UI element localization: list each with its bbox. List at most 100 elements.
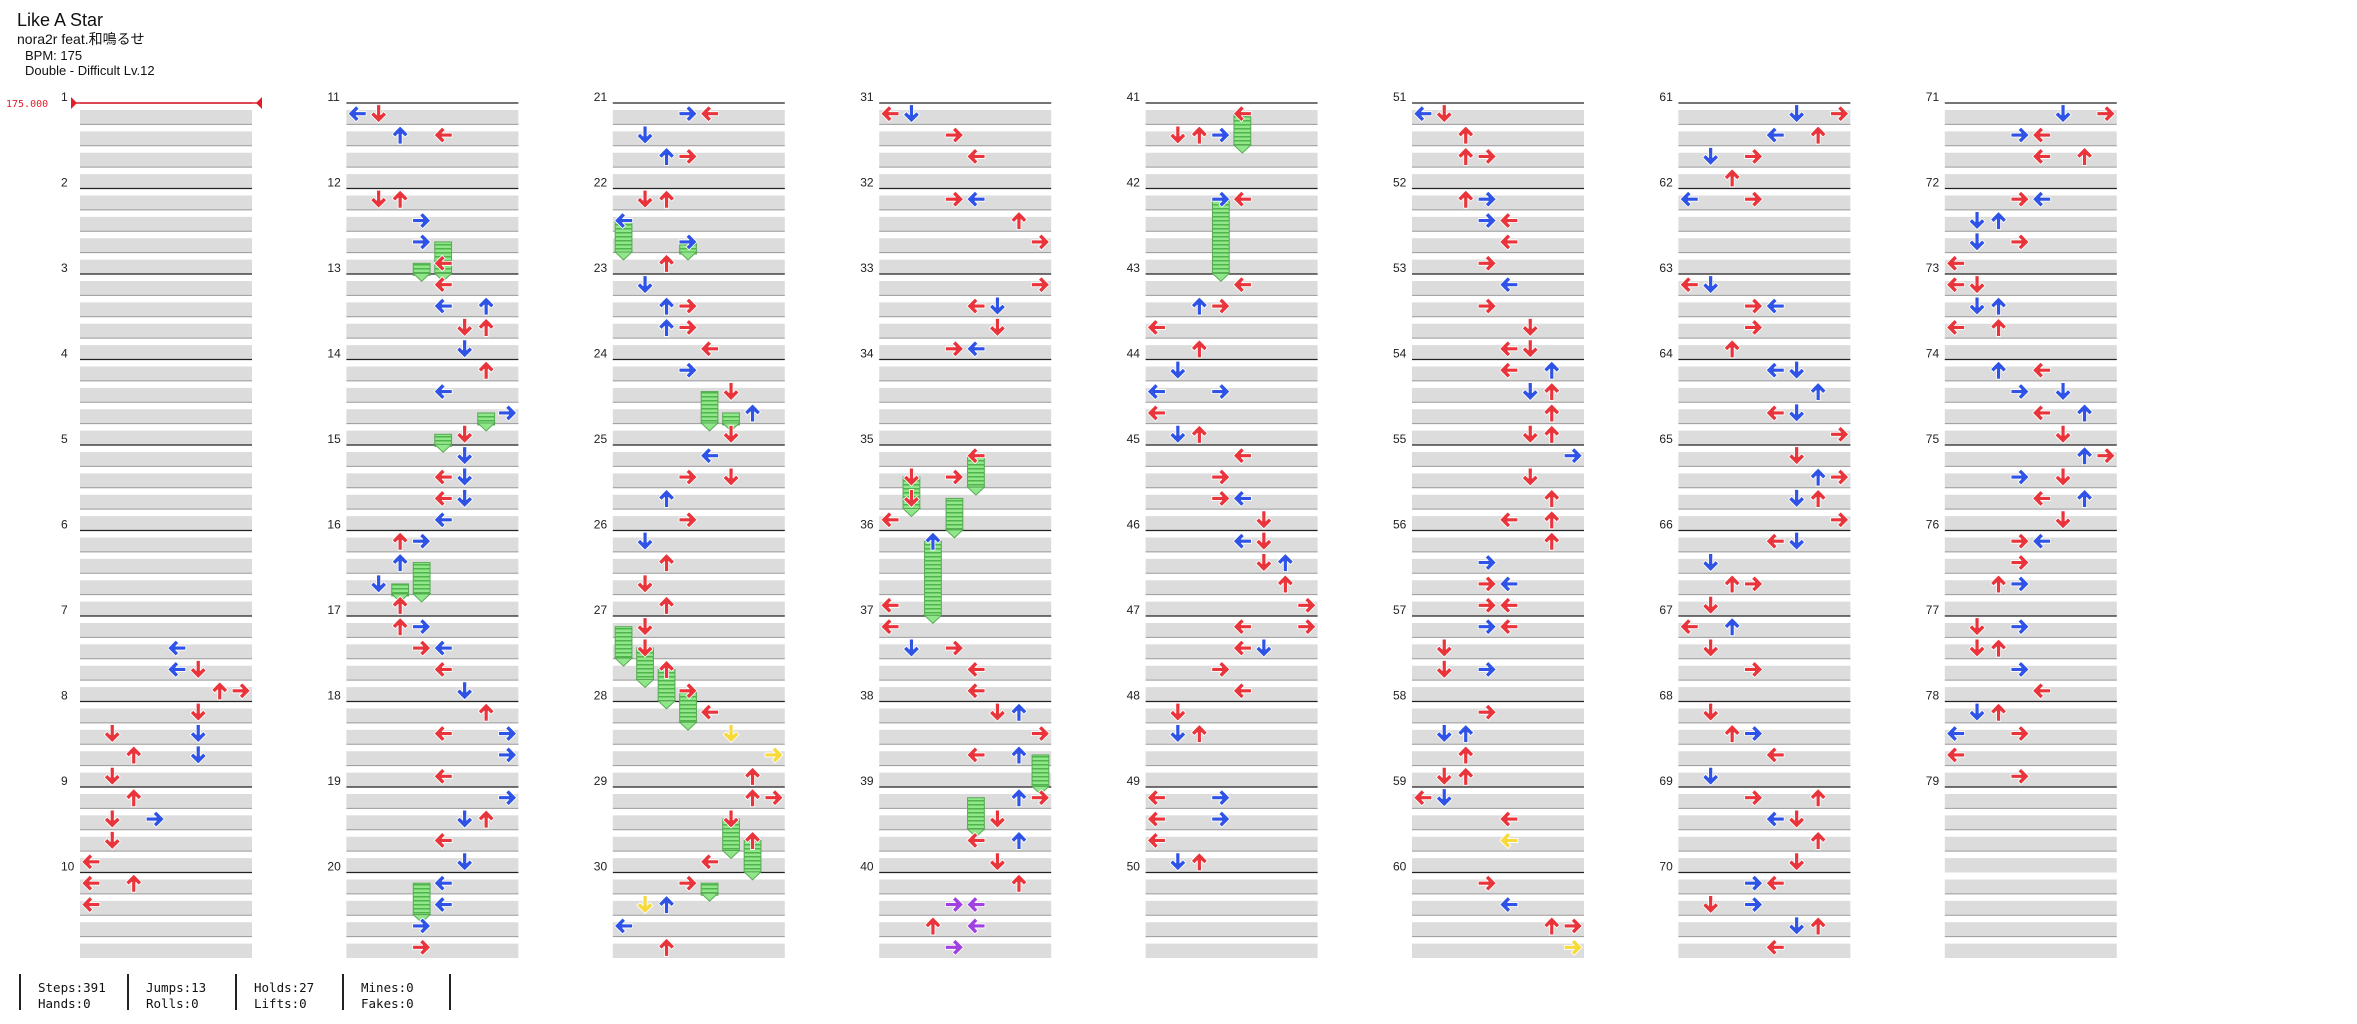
down-arrow-note (1521, 382, 1539, 401)
beat-band (1678, 473, 1851, 488)
beat-band (346, 473, 519, 488)
left-arrow-note (433, 725, 453, 742)
beat-band (1145, 580, 1318, 595)
beat-band (1412, 836, 1584, 852)
left-arrow-note (1499, 575, 1519, 593)
left-arrow-note (1232, 490, 1252, 507)
down-arrow-note (1968, 702, 1986, 722)
down-arrow-note (903, 467, 920, 487)
down-arrow-note (636, 125, 654, 145)
measure-number: 16 (327, 518, 341, 532)
down-arrow-note (456, 852, 474, 872)
beat-band (1678, 516, 1851, 531)
right-arrow-note (2096, 447, 2116, 465)
measure-number: 68 (1659, 689, 1673, 703)
left-arrow-note (880, 105, 900, 123)
beat-band (1412, 665, 1584, 681)
beat-band (1145, 473, 1318, 488)
left-arrow-note (433, 874, 453, 892)
beat-band (612, 174, 785, 189)
measure-number: 67 (1659, 603, 1673, 617)
down-arrow-note (903, 489, 920, 508)
left-arrow-note (433, 126, 453, 144)
beat-band (612, 687, 785, 702)
beat-band (1678, 409, 1851, 424)
beat-band (1678, 195, 1851, 210)
beat-band (1944, 216, 2117, 232)
down-arrow-note (456, 489, 474, 508)
beat-band (879, 601, 1052, 616)
right-arrow-note (945, 126, 964, 144)
step-chart: 1234567891011121314151617181920212223242… (6, 90, 2117, 958)
measure-number: 44 (1127, 347, 1141, 361)
hold-note (1030, 754, 1051, 796)
down-arrow-note (1788, 531, 1806, 551)
left-arrow-note (1765, 404, 1785, 422)
up-arrow-note (391, 595, 409, 615)
beat-band (1412, 387, 1584, 403)
beat-band (879, 473, 1052, 488)
left-arrow-note (2032, 404, 2051, 422)
lifts-count: Lifts:0 (254, 996, 307, 1011)
right-arrow-note (2010, 468, 2030, 486)
left-arrow-note (1232, 532, 1252, 550)
right-arrow-note (1031, 233, 1050, 251)
up-arrow-note (658, 147, 675, 166)
beat-band (80, 131, 252, 146)
right-arrow-note (498, 746, 518, 764)
right-arrow-note (678, 682, 698, 700)
beat-band (80, 281, 252, 296)
left-arrow-note (966, 661, 986, 678)
measure-number: 1 (61, 90, 68, 104)
beat-band (612, 580, 785, 595)
beat-band (1678, 794, 1851, 809)
left-arrow-note (1499, 618, 1519, 636)
hold-note (923, 540, 943, 625)
down-arrow-note (1169, 852, 1187, 872)
bpm-marker: 175.000 (6, 97, 262, 110)
beat-band (346, 452, 519, 467)
beat-band (80, 858, 252, 873)
right-arrow-note (412, 233, 432, 251)
left-arrow-note (433, 896, 453, 913)
beat-band (1145, 216, 1318, 232)
beat-band (346, 751, 519, 766)
down-arrow-note (636, 574, 654, 594)
beat-band (80, 729, 252, 745)
left-arrow-note (1232, 190, 1252, 208)
left-arrow-note (614, 917, 633, 935)
right-arrow-note (764, 789, 784, 807)
left-arrow-note (433, 276, 453, 294)
measure-number: 7 (61, 603, 68, 617)
measure-number: 9 (61, 774, 68, 788)
beat-band (612, 772, 785, 787)
right-arrow-note (1297, 596, 1317, 614)
beat-band (612, 879, 785, 894)
measure-number: 69 (1659, 774, 1673, 788)
down-arrow-note (456, 424, 474, 444)
up-arrow-note (658, 296, 675, 316)
beat-band (879, 858, 1052, 873)
beat-band (346, 281, 519, 296)
beat-band (1678, 900, 1851, 916)
down-arrow-note (1788, 852, 1806, 872)
down-arrow-note (1702, 553, 1720, 572)
beat-band (1145, 665, 1318, 681)
beat-band (1944, 409, 2117, 424)
measure-lines (80, 102, 2117, 938)
measure-number: 49 (1127, 774, 1141, 788)
down-arrow-note (2054, 382, 2072, 401)
measure-number: 37 (860, 603, 874, 617)
up-arrow-note (391, 125, 409, 145)
beat-band (1145, 195, 1318, 210)
mines-count: Mines:0 (361, 980, 414, 995)
beat-band (346, 238, 519, 253)
beat-band (612, 858, 785, 873)
right-arrow-note (2010, 190, 2030, 208)
hold-note (944, 497, 965, 539)
right-arrow-note (1211, 810, 1231, 828)
right-arrow-note (1211, 490, 1231, 507)
beat-band (1412, 216, 1584, 232)
beat-band (612, 152, 785, 168)
right-arrow-note (1744, 896, 1764, 913)
